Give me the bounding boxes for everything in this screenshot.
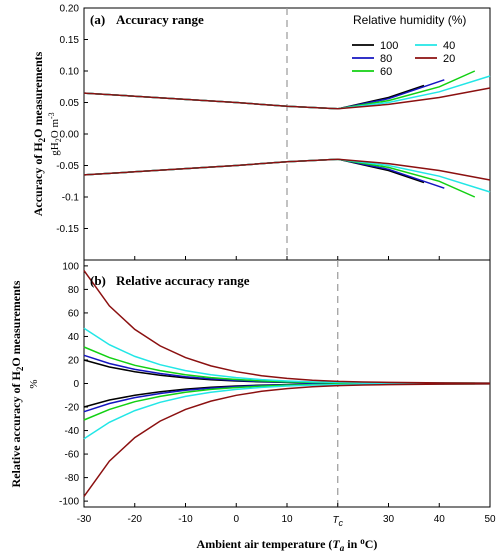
y-tick-label: 80 (68, 285, 80, 296)
y-tick-label: 0.05 (60, 98, 80, 109)
y-tick-label: -0.05 (56, 161, 79, 172)
y-tick-label: 20 (68, 355, 80, 366)
panel-b-yunit: % (28, 379, 40, 388)
legend-label-rh-100: 100 (380, 40, 398, 52)
series-rh-80-upper-line (83, 354, 445, 384)
legend-label-rh-60: 60 (380, 66, 392, 78)
panel-a-series (83, 70, 491, 198)
legend-label-rh-20: 20 (443, 53, 455, 65)
x-axis-label: Ambient air temperature (Ta in oC) (197, 536, 378, 553)
legend-title: Relative humidity (%) (353, 13, 466, 27)
y-tick-label: 40 (68, 332, 80, 343)
x-tick-label: -20 (128, 514, 143, 525)
y-tick-label: 0.15 (60, 35, 80, 46)
series-rh-20-upper-line (83, 87, 491, 110)
y-tick-label: 0.00 (60, 130, 80, 141)
series-rh-20-upper-line (83, 270, 491, 384)
panel-a-label: (a) (90, 12, 105, 27)
y-tick-label: 0.20 (60, 4, 80, 15)
series-rh-20-lower-line (83, 383, 491, 497)
y-tick-label: -80 (65, 473, 80, 484)
panel-a-title: Accuracy range (116, 12, 204, 27)
y-tick-label: 0 (73, 379, 79, 390)
panel-b-ylabel: Relative accuracy of H2O measurements (9, 280, 25, 487)
panel-a-ylabel: Accuracy of H2O measurements (31, 51, 47, 216)
x-tick-label: -30 (77, 514, 92, 525)
legend-label-rh-80: 80 (380, 53, 392, 65)
panel-b-title: Relative accuracy range (116, 273, 250, 288)
legend-label-rh-40: 40 (443, 40, 455, 52)
panel-a-ticks: 0.20 0.15 0.10 0.05 0.00 -0.05 -0.1 -0.15 (56, 4, 491, 260)
x-tick-label: 40 (434, 514, 446, 525)
panel-b-label: (b) (90, 273, 106, 288)
series-rh-20-lower-line (83, 158, 491, 181)
x-tick-label: 30 (383, 514, 395, 525)
y-tick-label: -40 (65, 426, 80, 437)
panel-b-series (83, 270, 491, 497)
y-tick-label: -20 (65, 403, 80, 414)
y-tick-label: 0.10 (60, 67, 80, 78)
x-tick-label: 10 (281, 514, 293, 525)
x-tick-label: 0 (233, 514, 239, 525)
y-tick-label: -60 (65, 450, 80, 461)
y-tick-label: -100 (59, 497, 79, 508)
x-tick-label: 50 (484, 514, 496, 525)
panel-a-yunit: gH2O m-3 (47, 112, 63, 155)
x-tick-label-tc: Tc (332, 515, 343, 528)
y-tick-label: 60 (68, 308, 80, 319)
y-tick-label: -0.15 (56, 224, 79, 235)
series-rh-80-lower-line (83, 383, 445, 413)
y-tick-label: 100 (62, 261, 79, 272)
x-tick-label: -10 (178, 514, 193, 525)
y-tick-label: -0.1 (62, 193, 80, 204)
